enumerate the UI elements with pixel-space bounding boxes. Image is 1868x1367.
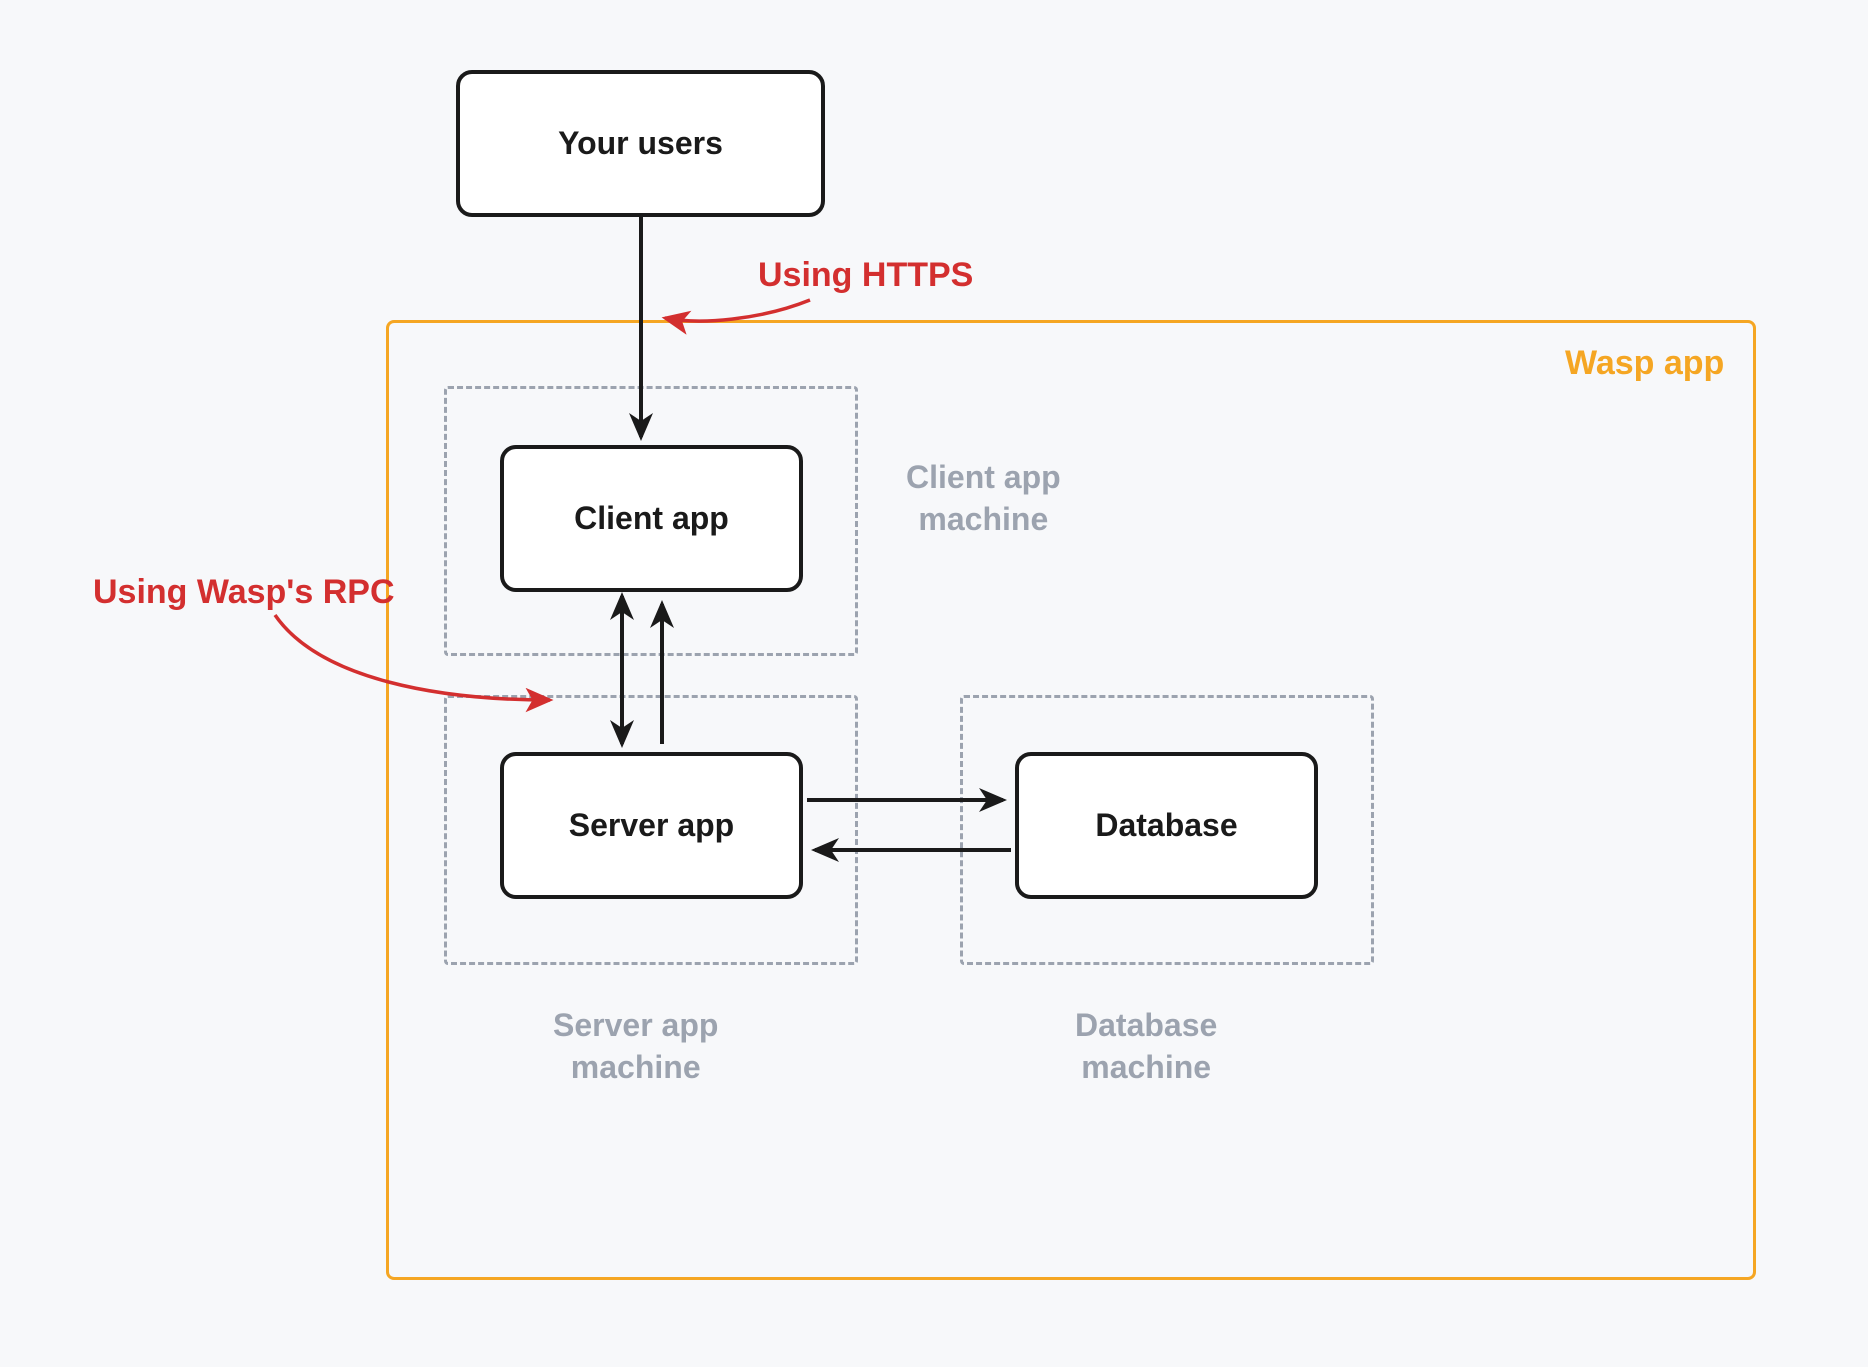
group-server-machine-label: Server app machine — [553, 1005, 718, 1088]
container-wasp-app-label: Wasp app — [1565, 344, 1724, 383]
annotation-rpc: Using Wasp's RPC — [93, 573, 395, 612]
node-database-label: Database — [1095, 807, 1237, 844]
node-client-label: Client app — [574, 500, 729, 537]
group-database-machine-label: Database machine — [1075, 1005, 1217, 1088]
node-server-label: Server app — [569, 807, 734, 844]
node-server-app: Server app — [500, 752, 803, 899]
node-users: Your users — [456, 70, 825, 217]
annotation-https-arrow — [665, 300, 810, 321]
node-client-app: Client app — [500, 445, 803, 592]
annotation-https: Using HTTPS — [758, 256, 973, 295]
diagram-canvas: Wasp app Client app machine Server app m… — [0, 0, 1868, 1367]
node-users-label: Your users — [558, 125, 723, 162]
group-client-machine-label: Client app machine — [906, 457, 1061, 540]
node-database: Database — [1015, 752, 1318, 899]
